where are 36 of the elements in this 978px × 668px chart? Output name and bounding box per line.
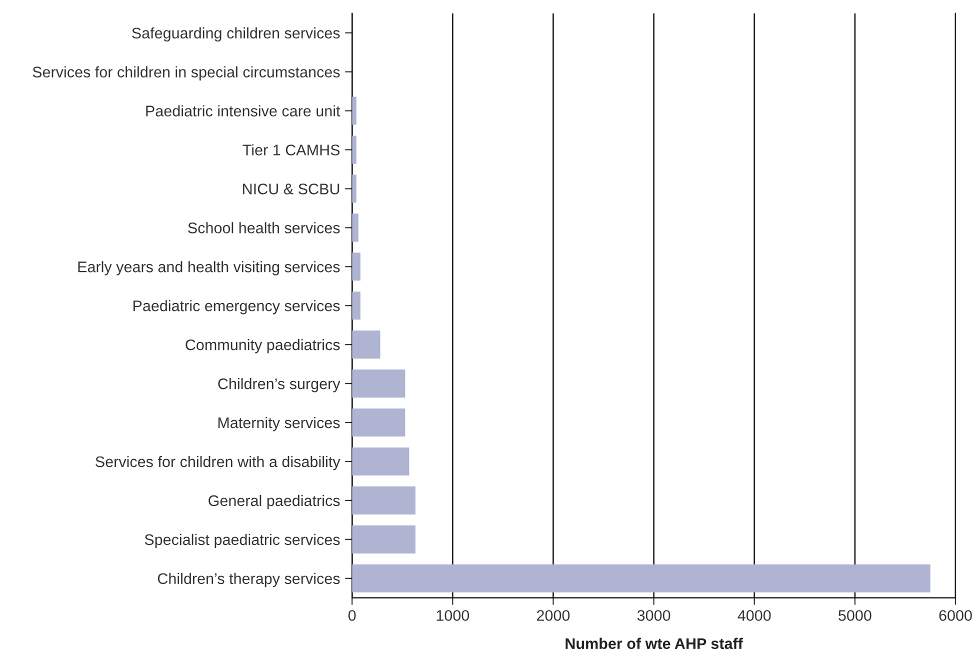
y-tick-label: Services for children in special circumstances xyxy=(32,66,340,81)
bar xyxy=(352,408,406,437)
y-tick-label: Paediatric emergency services xyxy=(134,300,340,314)
y-tick-label: Paediatric intensive care unit xyxy=(146,105,340,116)
bar xyxy=(352,214,358,242)
y-tick-label: Safeguarding children services xyxy=(132,27,340,42)
y-tick-label: Children’s therapy services xyxy=(158,572,340,588)
bar xyxy=(352,136,356,164)
y-tick-label: Tier 1 CAMHS xyxy=(242,144,340,156)
x-tick-label: 5000 xyxy=(838,610,872,621)
y-tick-label: Services for children with a disability xyxy=(96,456,340,470)
y-tick-label: NICU & SCBU xyxy=(243,184,340,194)
bar xyxy=(352,564,930,592)
y-tick-label: Early years and health visiting services xyxy=(78,261,340,276)
y-tick-label: Children’s surgery xyxy=(218,378,340,392)
y-tick-label: Maternity services xyxy=(218,416,340,432)
bar xyxy=(352,174,356,203)
x-tick-label: 4000 xyxy=(738,610,771,621)
bar xyxy=(352,370,406,398)
bar xyxy=(352,252,360,281)
bar xyxy=(352,486,416,514)
bar xyxy=(352,292,360,320)
bar xyxy=(352,447,410,476)
x-tick-label: 0 xyxy=(348,610,356,621)
bar xyxy=(352,525,416,554)
y-tick-label: General paediatrics xyxy=(208,494,340,510)
y-tick-label: School health services xyxy=(188,222,340,234)
bar xyxy=(352,96,356,125)
x-tick-label: 1000 xyxy=(436,610,470,621)
y-tick-label: Community paediatrics xyxy=(186,339,340,354)
x-tick-label: 2000 xyxy=(537,610,570,621)
bar xyxy=(352,330,380,359)
y-tick-label: Specialist paediatric services xyxy=(144,534,340,548)
x-tick-label: 3000 xyxy=(637,610,670,621)
x-tick-label: 6000 xyxy=(939,610,972,621)
x-axis-title: Number of wte AHP staff xyxy=(566,638,743,650)
